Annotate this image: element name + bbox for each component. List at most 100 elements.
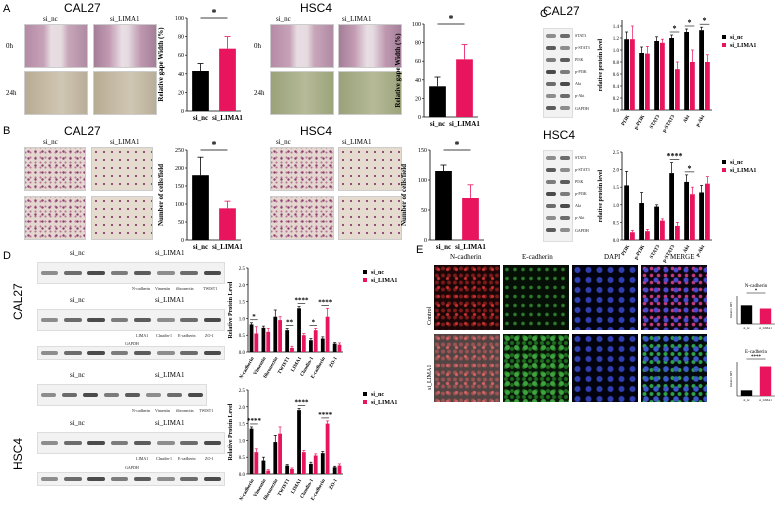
chart-D1-bar-si_nc-5 <box>309 340 313 352</box>
blot-band <box>203 441 222 445</box>
chart-C1-category-label: Akt <box>683 114 692 124</box>
transwell-image-hsc4-si-1 <box>338 147 402 191</box>
chart-D2-y-tick-label: 2.0 <box>239 406 246 411</box>
western-blot-d2-gapdh <box>37 472 225 486</box>
chart-D2-bar-si_LIMA1-2 <box>278 433 282 474</box>
chart-C1-category-label: p-PI3K <box>634 114 646 130</box>
chart-A2-y-tick-label: 40 <box>415 78 421 84</box>
chart-D2-y-tick-label: 1.5 <box>239 423 246 428</box>
chart-D1-sig-label: **** <box>294 297 309 305</box>
scratch-image-hsc4-si-24h <box>338 71 402 115</box>
chart-A1-y-tick-label: 100 <box>175 16 184 22</box>
chart-D2-bar-si_nc-6 <box>320 453 325 474</box>
chart-E1-title: N-cadherin <box>745 284 768 289</box>
scratch-image-hsc4-nc-24h <box>270 71 334 115</box>
chart-A1-y-label: Relative gape Width (%) <box>157 27 165 102</box>
blot-band <box>559 94 571 98</box>
chart-C2-category-label: Akt <box>683 244 692 254</box>
western-blot-d1-row1 <box>37 262 225 284</box>
chart-A1-bar-0 <box>192 71 209 111</box>
blot-label-c2-ppi3k: p-PI3K <box>575 191 587 196</box>
panel-label-c: C <box>540 8 548 20</box>
chart-C2-sig-label: * <box>688 164 692 173</box>
chart-A2-y-tick-label: 60 <box>415 59 421 65</box>
chart-D2-bar-si_LIMA1-3 <box>290 468 294 474</box>
chart-E2-category-label: si_LIMA1 <box>759 398 772 402</box>
chart-C1-y-tick-label: 1.0 <box>613 49 620 54</box>
panel-b-hsc4-col-si: si_LIMA1 <box>342 138 372 146</box>
blot-label-d1-gapdh: GAPDH <box>125 341 139 346</box>
chart-C1-y-tick-label: 0.6 <box>613 73 620 78</box>
blot-label-d1-ecad: E-cadherin <box>178 333 196 338</box>
blot-band <box>157 318 175 322</box>
chart-C1-sig-label: * <box>673 24 677 33</box>
blot-band <box>157 271 175 275</box>
blot-label-c1-ppi3k: p-PI3K <box>575 69 587 74</box>
chart-C2-bar-si_nc-3 <box>669 173 674 240</box>
blot-band <box>110 351 129 355</box>
blot-band <box>133 477 152 481</box>
blot-band <box>40 271 59 275</box>
chart-E2-category-label: si_nc <box>743 398 750 402</box>
chart-D1-bar-si_LIMA1-7 <box>337 344 342 352</box>
blot-band <box>545 46 557 50</box>
chart-D1-bar-si_LIMA1-6 <box>325 316 330 352</box>
scratch-image-cal27-si-24h <box>93 71 157 115</box>
chart-D1-bar-si_LIMA1-4 <box>301 335 306 352</box>
chart-E1-category-label: si_nc <box>743 326 750 330</box>
scratch-image-cal27-si-0h <box>93 24 157 68</box>
panel-a-hsc4-title: HSC4 <box>300 1 333 15</box>
chart-E2-title: E-cadherin <box>745 350 767 355</box>
chart-D1-y-tick-label: 0.5 <box>239 334 246 339</box>
panel-d1-group-si-b: si_LIMA1 <box>155 296 185 304</box>
panel-d2-group-si-b: si_LIMA1 <box>155 419 185 427</box>
chart-D1-bar-si_LIMA1-3 <box>290 347 294 352</box>
blot-band <box>180 318 198 322</box>
blot-label-c1-pakt: p-Akt <box>575 93 585 98</box>
transwell-image-hsc4-si-2 <box>338 196 402 240</box>
blot-band <box>133 441 152 445</box>
chart-B1-y-label: Number of cells/field <box>157 164 165 226</box>
legend-c2-swatch-si_nc <box>722 160 726 164</box>
chart-B2-y-tick-label: 50 <box>421 208 427 214</box>
chart-D1-bar-si_LIMA1-0 <box>254 333 259 352</box>
chart-C2-y-tick-label: 0.0 <box>613 239 620 244</box>
panel-a-hsc4-col-nc: si_nc <box>276 15 291 23</box>
chart-D2-sig-label: **** <box>247 417 262 425</box>
chart-A1-bar-1 <box>219 48 236 111</box>
chart-B2-category-label: si_nc <box>436 243 451 251</box>
chart-C1-bar-si_LIMA1-3 <box>675 69 680 110</box>
chart-D1-bar-si_nc-0 <box>249 324 254 352</box>
transwell-image-cal27-nc-2 <box>24 196 86 240</box>
panel-d2-group-si-a: si_LIMA1 <box>155 371 185 379</box>
blot-band <box>559 106 571 110</box>
chart-C2-bar-si_LIMA1-4 <box>690 194 695 240</box>
blot-band <box>103 393 120 397</box>
panel-d1-group-si-a: si_LIMA1 <box>155 249 185 257</box>
chart-D1-bar-si_LIMA1-2 <box>278 320 282 352</box>
blot-band <box>87 477 105 481</box>
chart-C2-y-tick-label: 2.0 <box>613 169 620 174</box>
panel-d2-group-nc-a: si_nc <box>70 371 85 379</box>
blot-label-c1-pi3k: PI3K <box>575 57 584 62</box>
chart-C2-bar-si_LIMA1-5 <box>705 183 710 240</box>
blot-band <box>545 204 557 208</box>
chart-D2-sig-label: **** <box>318 411 333 419</box>
chart-C1-bar-si_LIMA1-1 <box>645 53 650 110</box>
chart-C1-bar-si_nc-3 <box>669 38 674 110</box>
panel-a-hsc4-row-24h: 24h <box>254 89 265 97</box>
chart-B1-y-tick-label: 50 <box>178 220 184 226</box>
blot-band <box>64 271 82 275</box>
chart-C1-y-tick-label: 1.2 <box>613 37 620 42</box>
chart-D1-bar-si_nc-4 <box>297 308 301 352</box>
chart-D1-category-label: LIMA1 <box>291 356 304 373</box>
blot-band <box>87 318 105 322</box>
chart-C1-y-tick-label: 0.4 <box>613 85 620 90</box>
blot-label-d2-gapdh: GAPDH <box>125 465 139 470</box>
blot-label-c1-stat3: STAT3 <box>575 33 587 38</box>
blot-band <box>64 351 82 355</box>
chart-C1-y-tick-label: 0.2 <box>613 97 620 102</box>
chart-C1-category-label: PI3K <box>621 114 631 126</box>
chart-D2-bar-si_LIMA1-7 <box>337 465 342 474</box>
chart-A1-category-label: si_nc <box>193 114 208 122</box>
